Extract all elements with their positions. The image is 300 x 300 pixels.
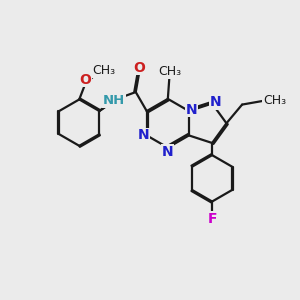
Text: F: F [207,212,217,226]
Text: CH₃: CH₃ [92,64,116,77]
Text: NH: NH [103,94,125,107]
Text: N: N [162,145,174,159]
Text: N: N [186,103,198,117]
Text: O: O [133,61,145,74]
Text: O: O [79,73,91,86]
Text: CH₃: CH₃ [158,65,181,78]
Text: N: N [137,128,149,142]
Text: CH₃: CH₃ [263,94,286,107]
Text: N: N [210,95,221,109]
